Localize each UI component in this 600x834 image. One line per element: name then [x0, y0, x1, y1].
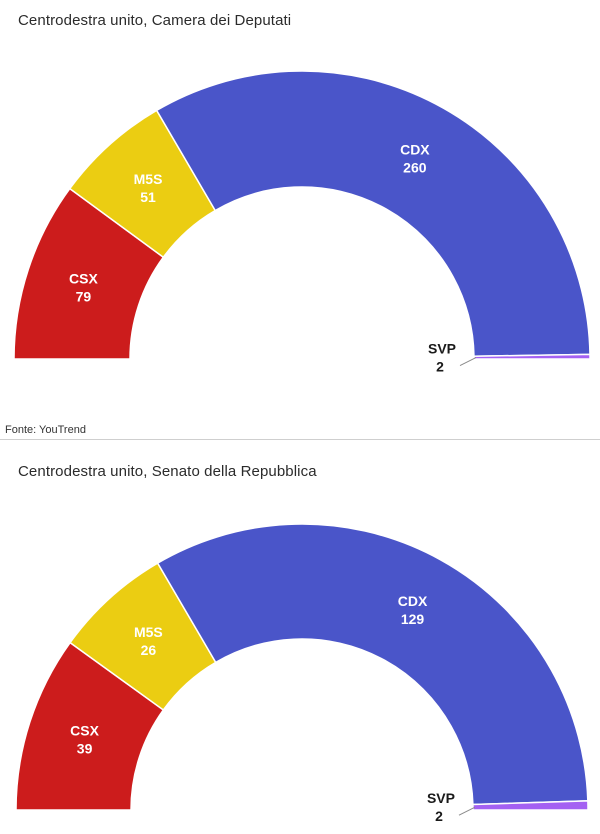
slice-label-cdx: CDX — [400, 142, 430, 158]
slice-value-svp: 2 — [436, 359, 444, 375]
chart-svg-senato: CSX 39 M5S 26 CDX 129 SVP 2 — [15, 523, 589, 824]
slice-value-m5s: 26 — [141, 642, 157, 658]
chart-title: Centrodestra unito, Senato della Repubbl… — [18, 463, 317, 480]
chart-svg-camera: CSX 79 M5S 51 CDX 260 SVP 2 — [13, 70, 591, 375]
slice-label-m5s: M5S — [134, 624, 163, 640]
slice-value-svp: 2 — [435, 808, 443, 824]
slice-label-csx: CSX — [69, 270, 98, 286]
slice-label-csx: CSX — [70, 723, 99, 739]
divider — [0, 439, 600, 440]
source-note: Fonte: YouTrend — [5, 424, 86, 436]
slice-value-csx: 39 — [77, 741, 93, 757]
slice-label-svp: SVP — [428, 341, 456, 357]
slice-label-m5s: M5S — [134, 171, 163, 187]
slice-value-cdx: 260 — [403, 160, 427, 176]
slice-value-csx: 79 — [76, 288, 92, 304]
slice-label-cdx: CDX — [398, 593, 428, 609]
leader-line-svp — [459, 357, 477, 367]
slice-value-m5s: 51 — [140, 189, 156, 205]
slice-cdx — [155, 70, 591, 358]
chart-title: Centrodestra unito, Camera dei Deputati — [18, 12, 292, 29]
chart-panel-senato: Centrodestra unito, Senato della Repubbl… — [0, 441, 600, 834]
chart-panel-camera: Centrodestra unito, Camera dei Deputati … — [0, 12, 600, 440]
slice-svp — [472, 800, 589, 811]
leader-line-svp — [458, 806, 476, 816]
slice-value-cdx: 129 — [401, 611, 425, 627]
slice-cdx — [156, 523, 589, 806]
slice-label-svp: SVP — [427, 790, 455, 806]
